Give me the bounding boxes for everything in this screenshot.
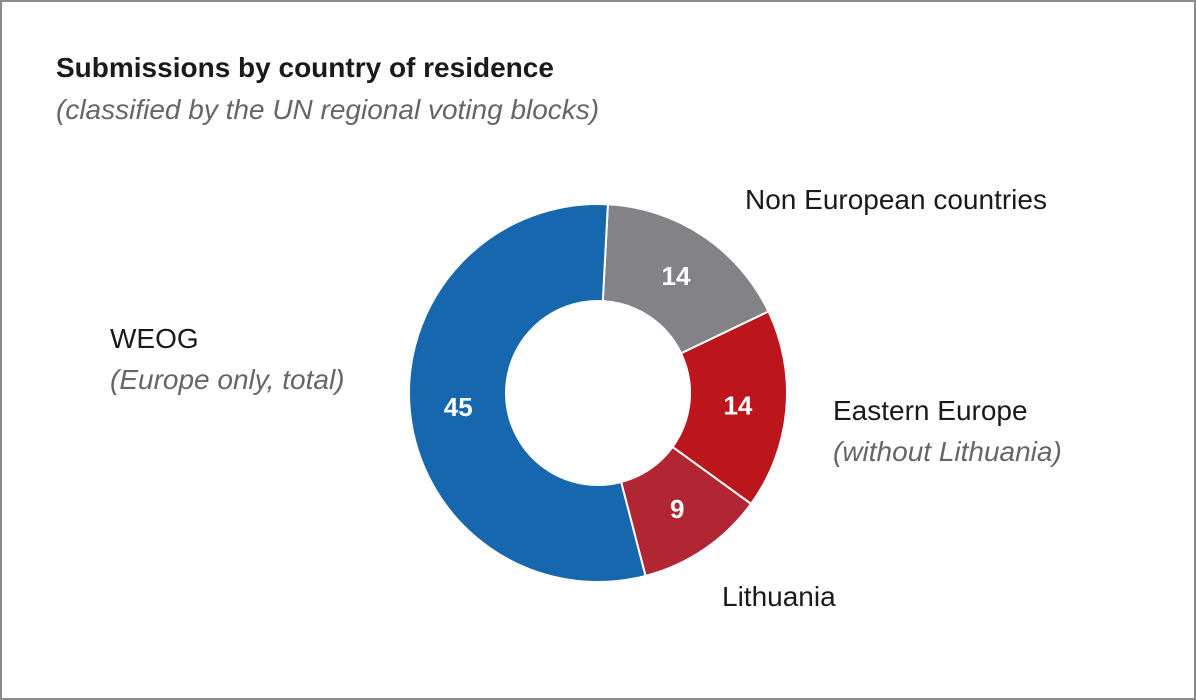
chart-subtitle: (classified by the UN regional voting bl… — [56, 94, 600, 125]
slice-weog — [408, 203, 647, 583]
label-eastern-europe: Eastern Europe — [833, 395, 1028, 426]
label-weog: WEOG — [110, 323, 199, 354]
slice-non-european-countries — [601, 203, 770, 355]
value-label-weog: 45 — [444, 392, 473, 422]
label-non-european: Non European countries — [745, 184, 1047, 215]
chart-title: Submissions by country of residence — [56, 52, 554, 83]
note-weog: (Europe only, total) — [110, 364, 345, 395]
value-label-non-european-countries: 14 — [662, 261, 691, 291]
slice-eastern-europe — [671, 310, 788, 506]
note-eastern-europe: (without Lithuania) — [833, 436, 1062, 467]
value-label-lithuania: 9 — [670, 494, 684, 524]
value-label-eastern-europe: 14 — [723, 391, 752, 421]
label-lithuania: Lithuania — [722, 581, 836, 612]
